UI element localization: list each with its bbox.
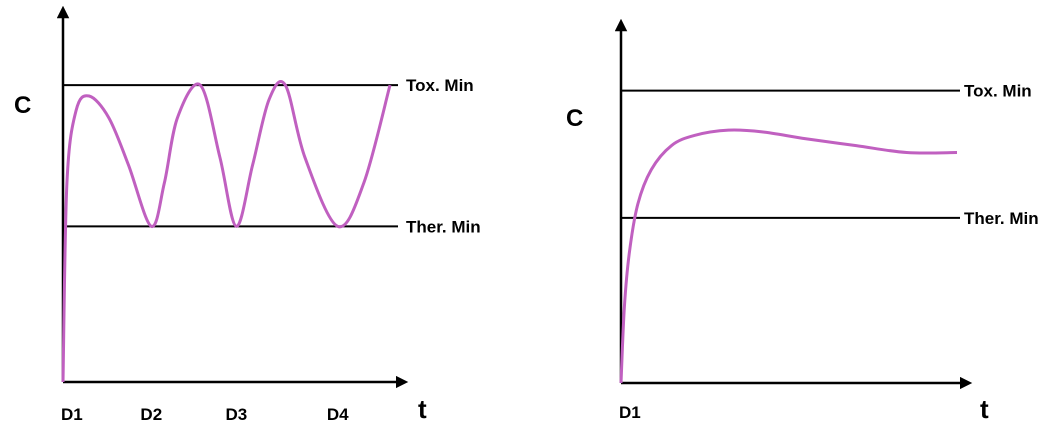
concentration-curve <box>619 128 958 384</box>
y-axis-label: C <box>566 105 583 132</box>
x-tick-label: D4 <box>327 405 349 423</box>
x-tick-label: D1 <box>619 403 641 422</box>
x-tick-label: D2 <box>140 405 162 423</box>
x-axis-label: t <box>418 394 427 423</box>
reference-line-label: Tox. Min <box>964 82 1032 101</box>
concentration-curve <box>61 79 392 383</box>
x-tick-label: D1 <box>61 405 83 423</box>
chart-multiple-dosing: Tox. Min Ther. Min D1 D2 D3 D4 Ct <box>14 5 481 423</box>
x-tick-label: D3 <box>225 405 247 423</box>
reference-line-label: Tox. Min <box>406 76 474 95</box>
y-axis-label: C <box>14 92 31 119</box>
x-axis-label: t <box>980 394 989 423</box>
reference-line-label: Ther. Min <box>964 209 1039 228</box>
reference-line-label: Ther. Min <box>406 217 481 236</box>
chart-single-dose: Tox. Min Ther. Min D1 Ct <box>566 18 1039 423</box>
